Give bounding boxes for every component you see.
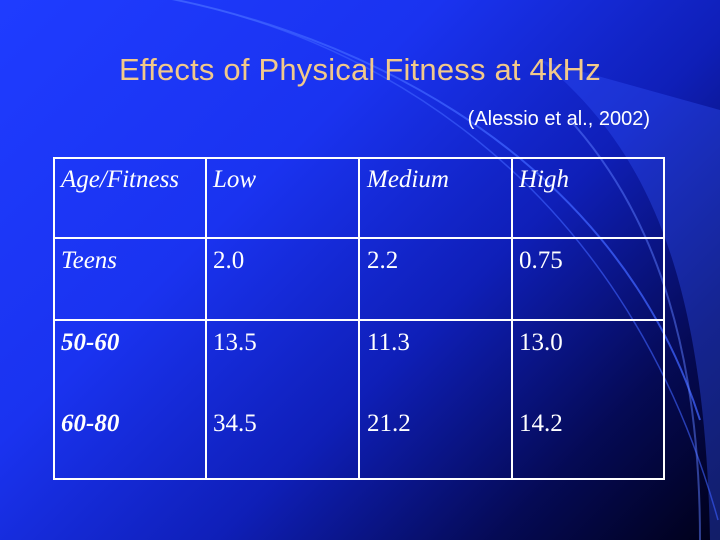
column-divider (511, 159, 513, 478)
row-label-50-60: 50-60 (61, 329, 120, 356)
table-cell: 2.0 (213, 247, 245, 274)
row-divider (55, 237, 663, 239)
table-cell: 2.2 (367, 247, 399, 274)
table-cell: 34.5 (213, 410, 257, 437)
fitness-table: Age/Fitness Low Medium High Teens 2.0 2.… (53, 157, 665, 480)
column-divider (205, 159, 207, 478)
header-low: Low (213, 166, 257, 193)
table-cell: 14.2 (519, 410, 563, 437)
slide-title: Effects of Physical Fitness at 4kHz (119, 52, 601, 87)
table-cell: 0.75 (519, 247, 563, 274)
table-cell: 13.5 (213, 329, 257, 356)
header-age-fitness: Age/Fitness (61, 166, 180, 193)
table-cell: 11.3 (367, 329, 410, 356)
table-cell: 21.2 (367, 410, 411, 437)
table-cell: 13.0 (519, 329, 563, 356)
row-label-60-80: 60-80 (61, 410, 120, 437)
header-medium: Medium (367, 166, 449, 193)
column-divider (358, 159, 360, 478)
citation: (Alessio et al., 2002) (467, 108, 650, 130)
row-divider (55, 319, 663, 321)
row-label-teens: Teens (61, 247, 118, 274)
header-high: High (519, 166, 569, 193)
